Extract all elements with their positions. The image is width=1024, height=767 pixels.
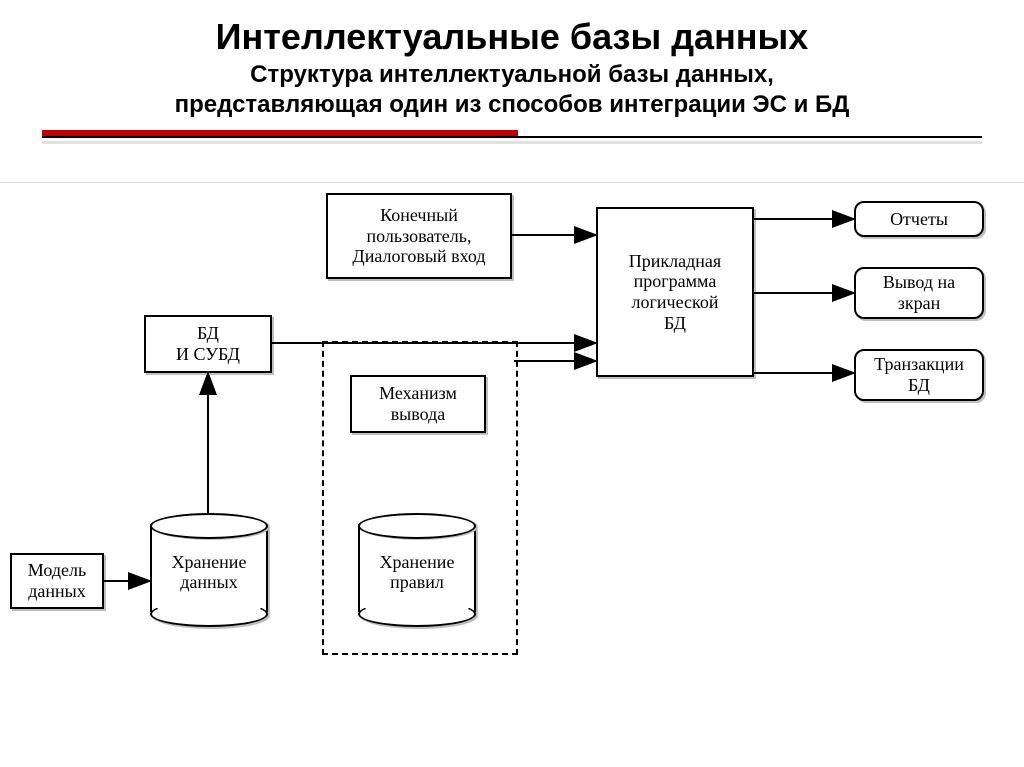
diagram-canvas: Конечныйпользователь,Диалоговый вход БДИ… [0,182,1024,743]
node-end-user-label: Конечныйпользователь,Диалоговый вход [352,205,485,267]
node-app-label: ПрикладнаяпрограммалогическойБД [629,251,721,334]
node-bd-subd-label: БДИ СУБД [176,323,240,364]
slide: Интеллектуальные базы данных Структура и… [0,0,1024,767]
slide-title: Интеллектуальные базы данных [0,0,1024,56]
subtitle-line1: Структура интеллектуальной базы данных, [250,61,774,88]
node-app: ПрикладнаяпрограммалогическойБД [596,207,754,377]
underline-bar [42,136,982,141]
node-store-data: Хранениеданных [150,513,268,623]
node-mechanism-label: Механизмвывода [379,383,457,424]
title-rule [0,130,1024,141]
node-transactions-label: ТранзакцииБД [874,354,964,395]
slide-subtitle: Структура интеллектуальной базы данных, … [0,60,1024,120]
node-model-label: Модельданных [28,560,86,601]
node-store-rules: Хранениеправил [358,513,476,623]
node-bd-subd: БДИ СУБД [144,315,272,373]
node-screen: Вывод назкран [854,267,984,319]
node-screen-label: Вывод назкран [883,272,955,313]
node-transactions: ТранзакцииБД [854,349,984,401]
subtitle-line2: представляющая один из способов интеграц… [175,91,850,118]
node-reports: Отчеты [854,201,984,237]
node-store-data-label: Хранениеданных [150,553,268,593]
node-end-user: Конечныйпользователь,Диалоговый вход [326,193,512,279]
node-reports-label: Отчеты [890,209,948,230]
node-model: Модельданных [10,553,104,609]
node-store-rules-label: Хранениеправил [358,553,476,593]
node-mechanism: Механизмвывода [350,375,486,433]
